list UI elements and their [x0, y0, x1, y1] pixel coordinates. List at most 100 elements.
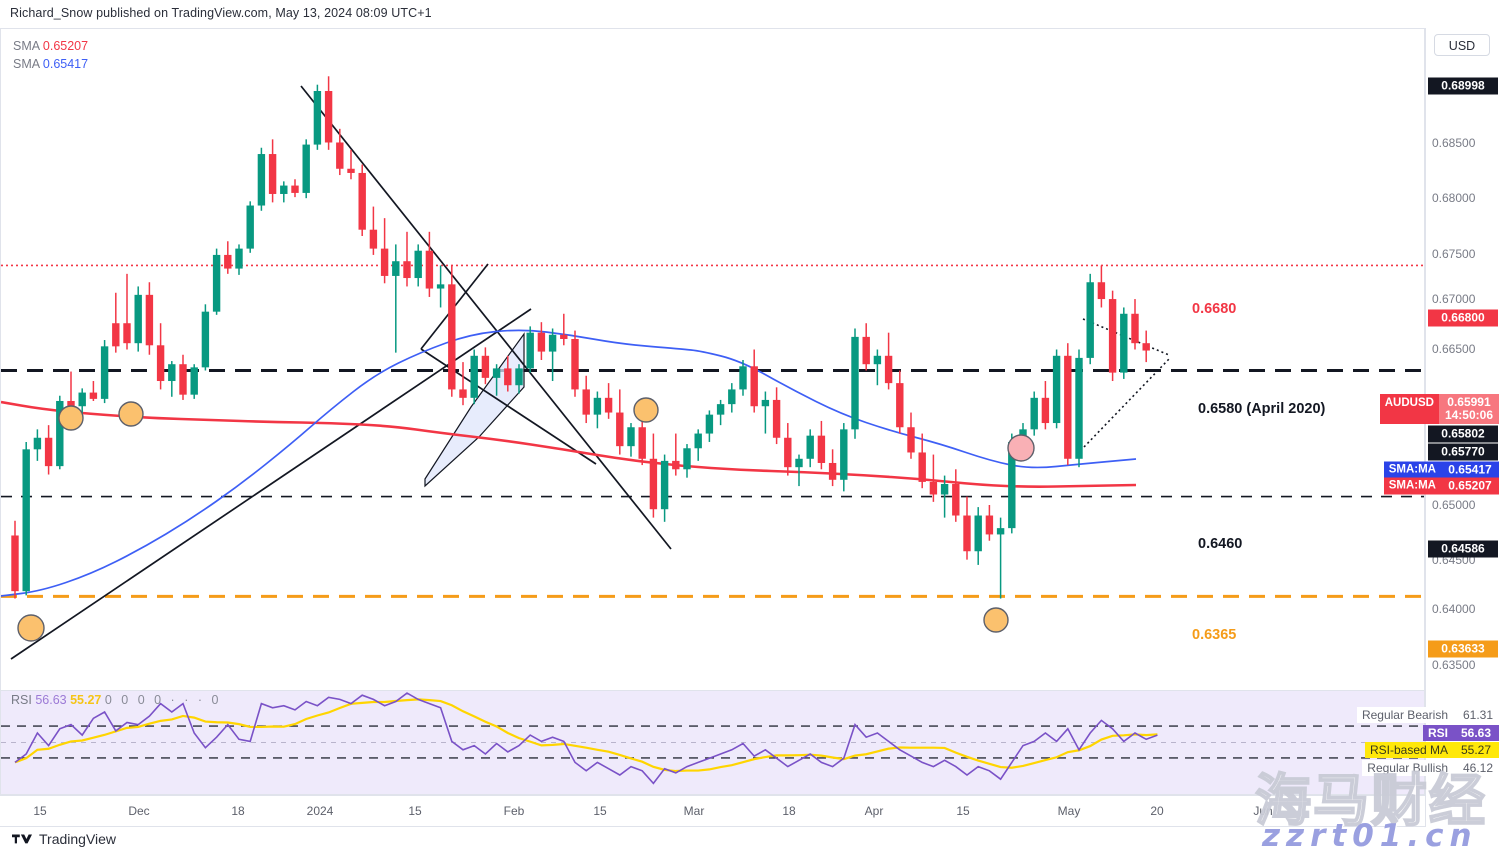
candle-body — [425, 250, 434, 289]
time-axis-tick: 18 — [782, 804, 796, 818]
candle-body — [985, 515, 994, 535]
candle-body — [134, 294, 142, 344]
candle-body — [89, 392, 98, 399]
rsi-label-value: 61.31 — [1462, 708, 1493, 722]
price-axis-label: 0.63633 — [1428, 640, 1498, 658]
candle-body — [179, 364, 187, 395]
candle-body — [940, 483, 949, 495]
candle-body — [403, 261, 411, 279]
candle-body — [1041, 397, 1050, 424]
candle-body — [974, 515, 982, 552]
rsi-label-value: 55.27 — [1453, 742, 1499, 758]
rsi-axis-label: Regular Bullish 46.12 — [1362, 760, 1499, 776]
candle-body — [862, 336, 870, 365]
time-axis-tick: Feb — [503, 804, 525, 818]
candle-body — [907, 427, 915, 453]
candle-body — [347, 168, 355, 173]
candle-body — [224, 254, 232, 269]
candle-body — [78, 392, 86, 407]
candlestick-series — [11, 76, 1150, 599]
price-level-label: 0.6365 — [1192, 627, 1237, 643]
price-axis-tick: 0.65000 — [1432, 498, 1476, 512]
candle-body — [548, 334, 557, 352]
rsi-legend: RSI 56.63 55.27 0 0 0 0 · · · 0 — [11, 693, 221, 707]
candle-body — [280, 185, 288, 194]
candle-body — [593, 397, 602, 415]
candle-body — [649, 458, 658, 510]
rsi-label-name: RSI — [1422, 725, 1453, 741]
price-chart-panel[interactable]: SMA 0.65207 SMA 0.65417 — [0, 28, 1425, 690]
candle-body — [694, 433, 702, 449]
candle-body — [571, 338, 579, 390]
time-axis-tick: 2024 — [306, 804, 334, 818]
series-tag-name: SMA:MA — [1383, 461, 1441, 479]
candle-body — [56, 400, 64, 467]
price-axis-label: 0.68998 — [1428, 77, 1498, 95]
candle-body — [896, 383, 904, 428]
time-axis-tick: Dec — [128, 804, 150, 818]
time-axis[interactable]: 15 Dec 18 2024 15 Feb 15 Mar 18 Apr 15 May 20 Jun — [0, 795, 1425, 827]
candle-body — [627, 427, 635, 447]
triangle-lower-line — [1083, 358, 1170, 448]
candle-body — [582, 389, 590, 415]
candle-body — [145, 294, 154, 346]
rsi-axis-label: Regular Bearish 61.31 — [1356, 707, 1499, 723]
candle-body — [22, 449, 30, 592]
time-axis-tick: 18 — [231, 804, 245, 818]
time-axis-tick: 15 — [408, 804, 422, 818]
marker-touch-1 — [58, 405, 84, 431]
rsi-axis-label: RSI 56.63 — [1422, 725, 1499, 741]
candle-body — [156, 345, 165, 382]
candle-body — [660, 460, 669, 510]
time-axis-tick: 15 — [593, 804, 607, 818]
candle-body — [44, 437, 53, 467]
series-tag-value: 0.65417 — [1441, 461, 1499, 479]
candle-body — [1131, 313, 1139, 344]
candle-body — [313, 90, 322, 145]
candle-body — [459, 389, 467, 398]
candle-body — [336, 142, 344, 169]
rsi-panel[interactable]: RSI 56.63 55.27 0 0 0 0 · · · 0 — [0, 690, 1425, 795]
candle-body — [112, 323, 120, 347]
price-level-label: 0.6680 — [1192, 301, 1237, 317]
candle-body — [952, 483, 960, 516]
candle-body — [560, 334, 568, 339]
candle-body — [168, 364, 176, 382]
time-axis-tick: Mar — [683, 804, 705, 818]
candle-body — [705, 414, 714, 434]
candle-body — [1120, 313, 1128, 373]
price-level-label: 0.6580 (April 2020) — [1198, 401, 1326, 417]
candle-body — [884, 355, 893, 384]
candle-body — [806, 435, 814, 459]
candle-body — [369, 229, 378, 249]
rsi-axis-label: RSI-based MA 55.27 — [1364, 742, 1499, 758]
rsi-legend-ma-value: 55.27 — [70, 693, 102, 707]
price-axis-tick: 0.68500 — [1432, 136, 1476, 150]
series-tag-value: 0.65207 — [1441, 477, 1499, 495]
candle-body — [324, 90, 333, 143]
candle-body — [212, 254, 221, 312]
price-chart-canvas — [1, 76, 1424, 660]
ascending-trendline — [10, 308, 532, 660]
currency-badge[interactable]: USD — [1434, 34, 1490, 56]
candle-body — [302, 144, 310, 193]
candle-body — [33, 437, 42, 450]
series-tag-name: SMA:MA — [1383, 477, 1441, 495]
candle-body — [515, 368, 523, 386]
candle-body — [201, 311, 210, 368]
candle-body — [683, 448, 691, 470]
time-axis-tick: Jun — [1253, 804, 1273, 818]
candle-body — [100, 346, 109, 399]
candle-body — [436, 284, 445, 289]
rsi-line — [14, 692, 1158, 785]
time-axis-tick: Apr — [864, 804, 884, 818]
price-level-label: 0.6460 — [1198, 536, 1243, 552]
candle-body — [996, 528, 1005, 535]
sma-fast-line — [1, 400, 1137, 488]
candle-body — [67, 400, 75, 407]
candle-body — [728, 389, 736, 405]
candle-body — [268, 154, 277, 194]
price-axis[interactable]: USD 0.68500 0.68000 0.67500 0.67000 0.66500 0… — [1425, 28, 1499, 827]
marker-cross — [1007, 434, 1035, 462]
